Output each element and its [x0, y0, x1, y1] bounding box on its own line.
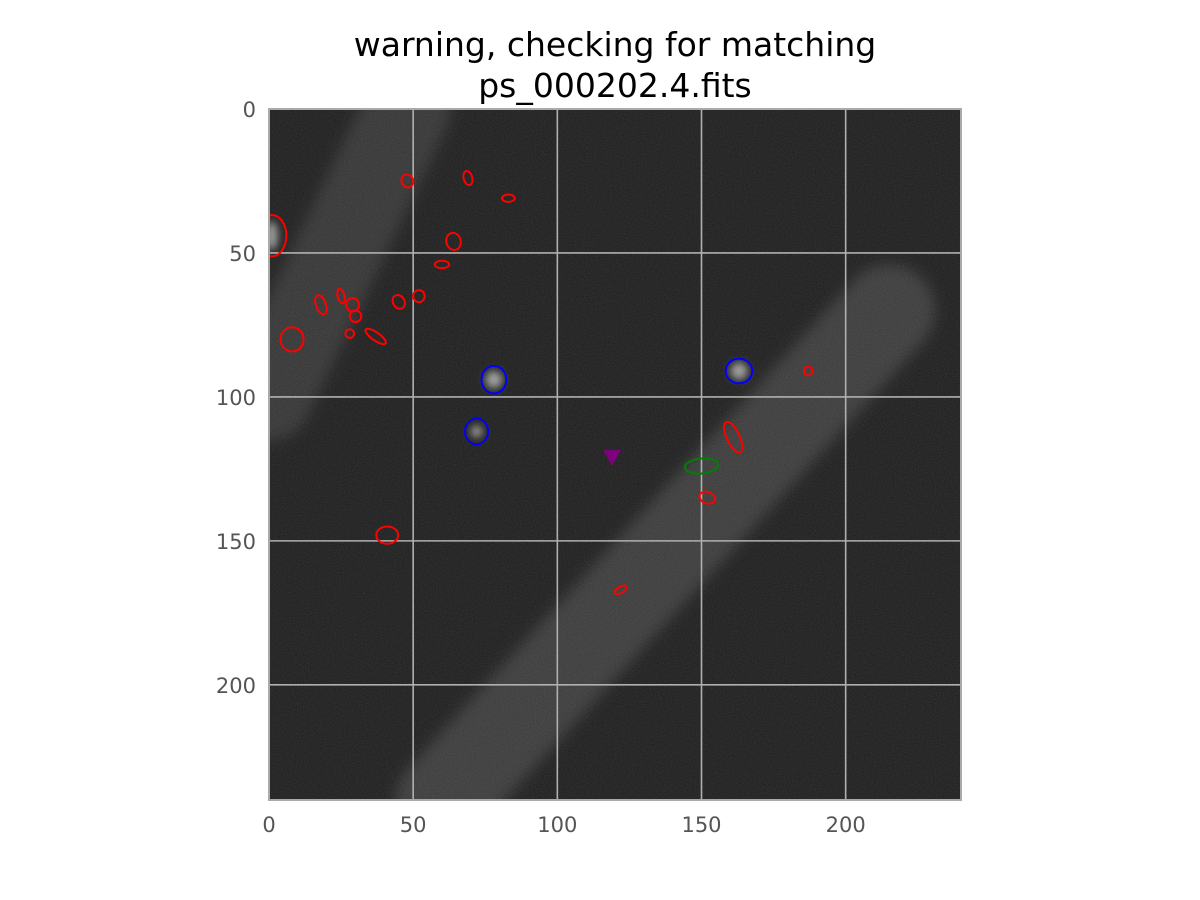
bright-source-3	[730, 362, 748, 380]
red-ellipse-16	[802, 365, 814, 377]
bright-source-2	[485, 371, 503, 389]
red-ellipse-5	[445, 231, 462, 251]
x-tick-label: 150	[681, 813, 721, 837]
x-tick-label: 200	[826, 813, 866, 837]
y-tick-label: 150	[216, 530, 256, 554]
green-ellipse-1	[683, 457, 720, 475]
red-ellipse-2	[462, 170, 474, 187]
y-tick-label: 200	[216, 674, 256, 698]
streak-2	[395, 264, 936, 800]
red-ellipse-10	[348, 309, 363, 324]
red-ellipse-4	[269, 213, 288, 258]
x-tick-label: 50	[400, 813, 427, 837]
ellipse-overlays	[269, 170, 814, 596]
y-axis-ticks: 0 50 100 150 200	[216, 98, 256, 698]
grid-lines	[269, 109, 961, 800]
source-layer	[269, 221, 748, 438]
red-ellipse-19	[375, 525, 400, 545]
red-ellipse-17	[723, 420, 744, 454]
red-ellipse-6	[433, 259, 451, 270]
plot-border	[268, 108, 962, 801]
blue-ellipse-3	[724, 357, 754, 385]
y-tick-label: 0	[243, 98, 256, 122]
chart-title-line-1: warning, checking for matching	[354, 25, 877, 64]
bright-source-1	[269, 221, 278, 251]
red-ellipse-15	[279, 326, 305, 353]
red-ellipse-8	[336, 287, 346, 305]
marker-layer	[603, 450, 622, 466]
red-ellipse-12	[412, 289, 426, 304]
red-ellipse-14	[344, 328, 356, 339]
red-ellipse-7	[314, 294, 328, 316]
marker-triangle-1	[603, 450, 622, 466]
red-ellipse-11	[391, 294, 406, 310]
red-ellipse-18	[698, 490, 717, 505]
chart-title-line-2: ps_000202.4.fits	[478, 66, 752, 105]
y-tick-label: 100	[216, 386, 256, 410]
y-tick-label: 50	[229, 242, 256, 266]
blue-ellipse-2	[464, 417, 490, 446]
bright-source-4	[470, 425, 483, 438]
x-axis-ticks: 0 50 100 150 200	[262, 813, 865, 837]
red-ellipse-1	[400, 173, 415, 189]
plot-area	[269, 109, 961, 800]
red-ellipse-3	[500, 193, 516, 203]
blue-ellipse-1	[480, 364, 508, 395]
x-tick-label: 100	[537, 813, 577, 837]
red-ellipse-13	[364, 327, 387, 346]
x-tick-label: 0	[262, 813, 275, 837]
red-ellipse-20	[613, 584, 628, 596]
